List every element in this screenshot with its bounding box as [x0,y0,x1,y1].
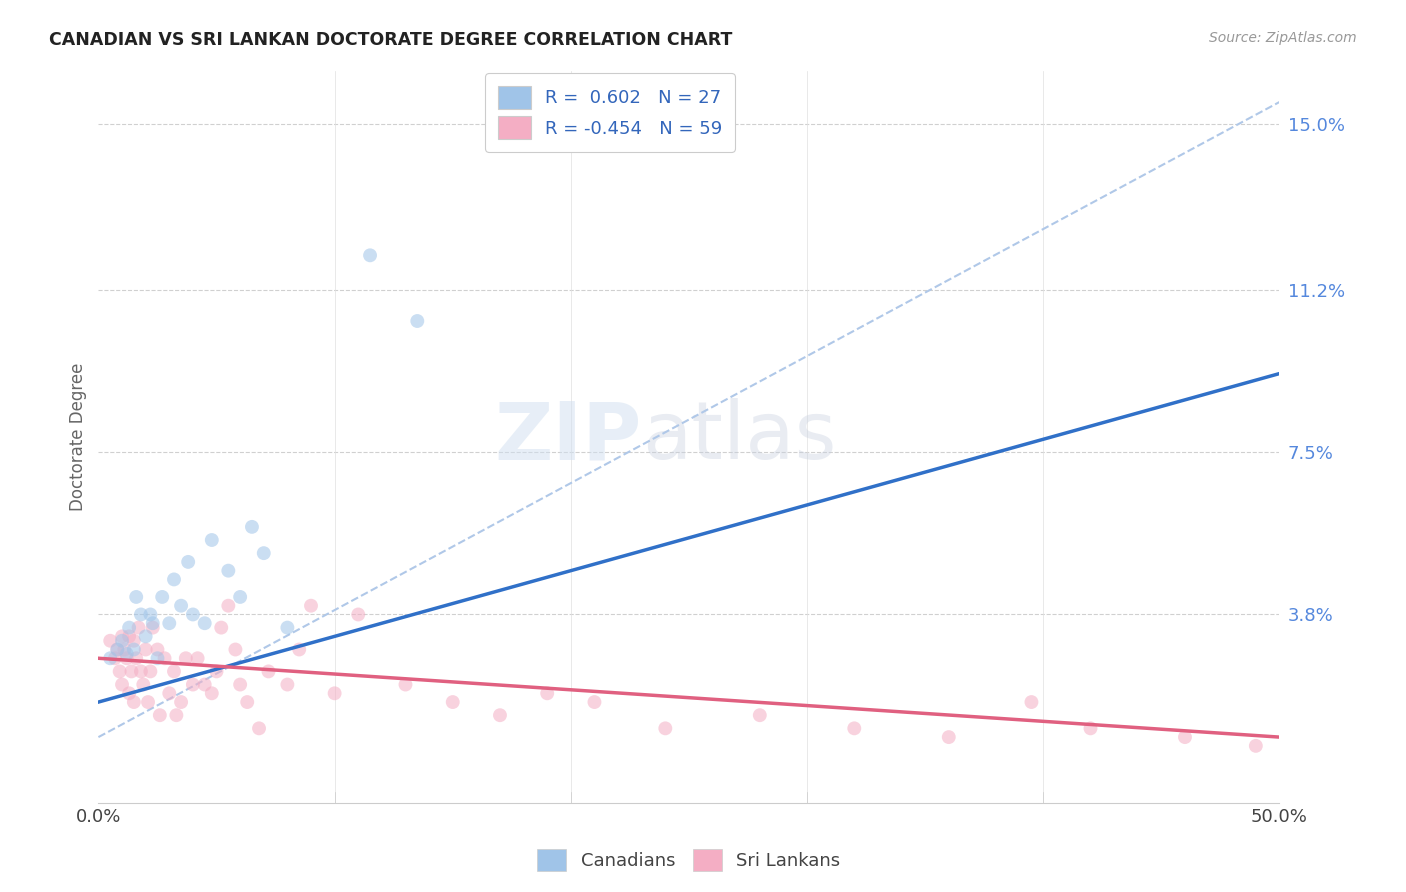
Point [115,651,138,665]
Point [170,695,193,709]
Point [194,616,217,631]
Point [132,677,155,691]
Point [181,677,204,691]
Point [135,642,157,657]
Point [111,677,134,691]
Point [938,730,960,744]
Point [115,647,138,661]
Point [441,695,464,709]
Point [136,695,159,709]
Point [748,708,770,723]
Point [257,665,280,679]
Point [122,633,145,648]
Point [583,695,606,709]
Point [359,248,381,262]
Text: Source: ZipAtlas.com: Source: ZipAtlas.com [1209,31,1357,45]
Text: atlas: atlas [641,398,837,476]
Point [157,686,180,700]
Point [1174,730,1197,744]
Point [177,555,200,569]
Point [299,599,322,613]
Point [125,651,148,665]
Point [229,590,252,604]
Point [844,722,866,736]
Point [174,651,197,665]
Point [157,616,180,631]
Point [142,616,165,631]
Point [1244,739,1267,753]
Point [489,708,512,723]
Point [142,621,165,635]
Point [205,665,228,679]
Point [105,642,128,657]
Point [394,677,416,691]
Point [323,686,346,700]
Point [98,651,121,665]
Point [253,546,276,560]
Point [139,607,162,622]
Point [111,629,134,643]
Y-axis label: Doctorate Degree: Doctorate Degree [69,363,87,511]
Point [536,686,558,700]
Point [247,722,270,736]
Point [108,665,131,679]
Point [236,695,259,709]
Point [122,642,145,657]
Point [229,677,252,691]
Point [187,651,209,665]
Point [150,590,173,604]
Legend: R =  0.602   N = 27, R = -0.454   N = 59: R = 0.602 N = 27, R = -0.454 N = 59 [485,73,735,152]
Point [240,520,263,534]
Point [98,633,121,648]
Point [1080,722,1102,736]
Point [111,633,134,648]
Point [224,642,246,657]
Text: ZIP: ZIP [495,398,641,476]
Point [201,533,224,547]
Point [288,642,311,657]
Point [118,686,141,700]
Point [217,564,239,578]
Point [209,621,232,635]
Point [129,665,152,679]
Point [170,599,193,613]
Point [139,665,162,679]
Point [276,621,298,635]
Point [654,722,676,736]
Point [149,708,172,723]
Point [201,686,224,700]
Point [135,629,157,643]
Legend: Canadians, Sri Lankans: Canadians, Sri Lankans [530,842,848,879]
Point [146,642,169,657]
Point [121,665,143,679]
Point [347,607,370,622]
Point [163,665,186,679]
Point [104,651,127,665]
Point [153,651,176,665]
Point [146,651,169,665]
Point [129,607,152,622]
Point [181,607,204,622]
Text: CANADIAN VS SRI LANKAN DOCTORATE DEGREE CORRELATION CHART: CANADIAN VS SRI LANKAN DOCTORATE DEGREE … [49,31,733,49]
Point [163,573,186,587]
Point [217,599,239,613]
Point [194,677,217,691]
Point [105,642,128,657]
Point [1021,695,1043,709]
Point [128,621,150,635]
Point [406,314,429,328]
Point [118,629,141,643]
Point [165,708,187,723]
Point [112,642,135,657]
Point [276,677,298,691]
Point [122,695,145,709]
Point [125,590,148,604]
Point [118,621,141,635]
